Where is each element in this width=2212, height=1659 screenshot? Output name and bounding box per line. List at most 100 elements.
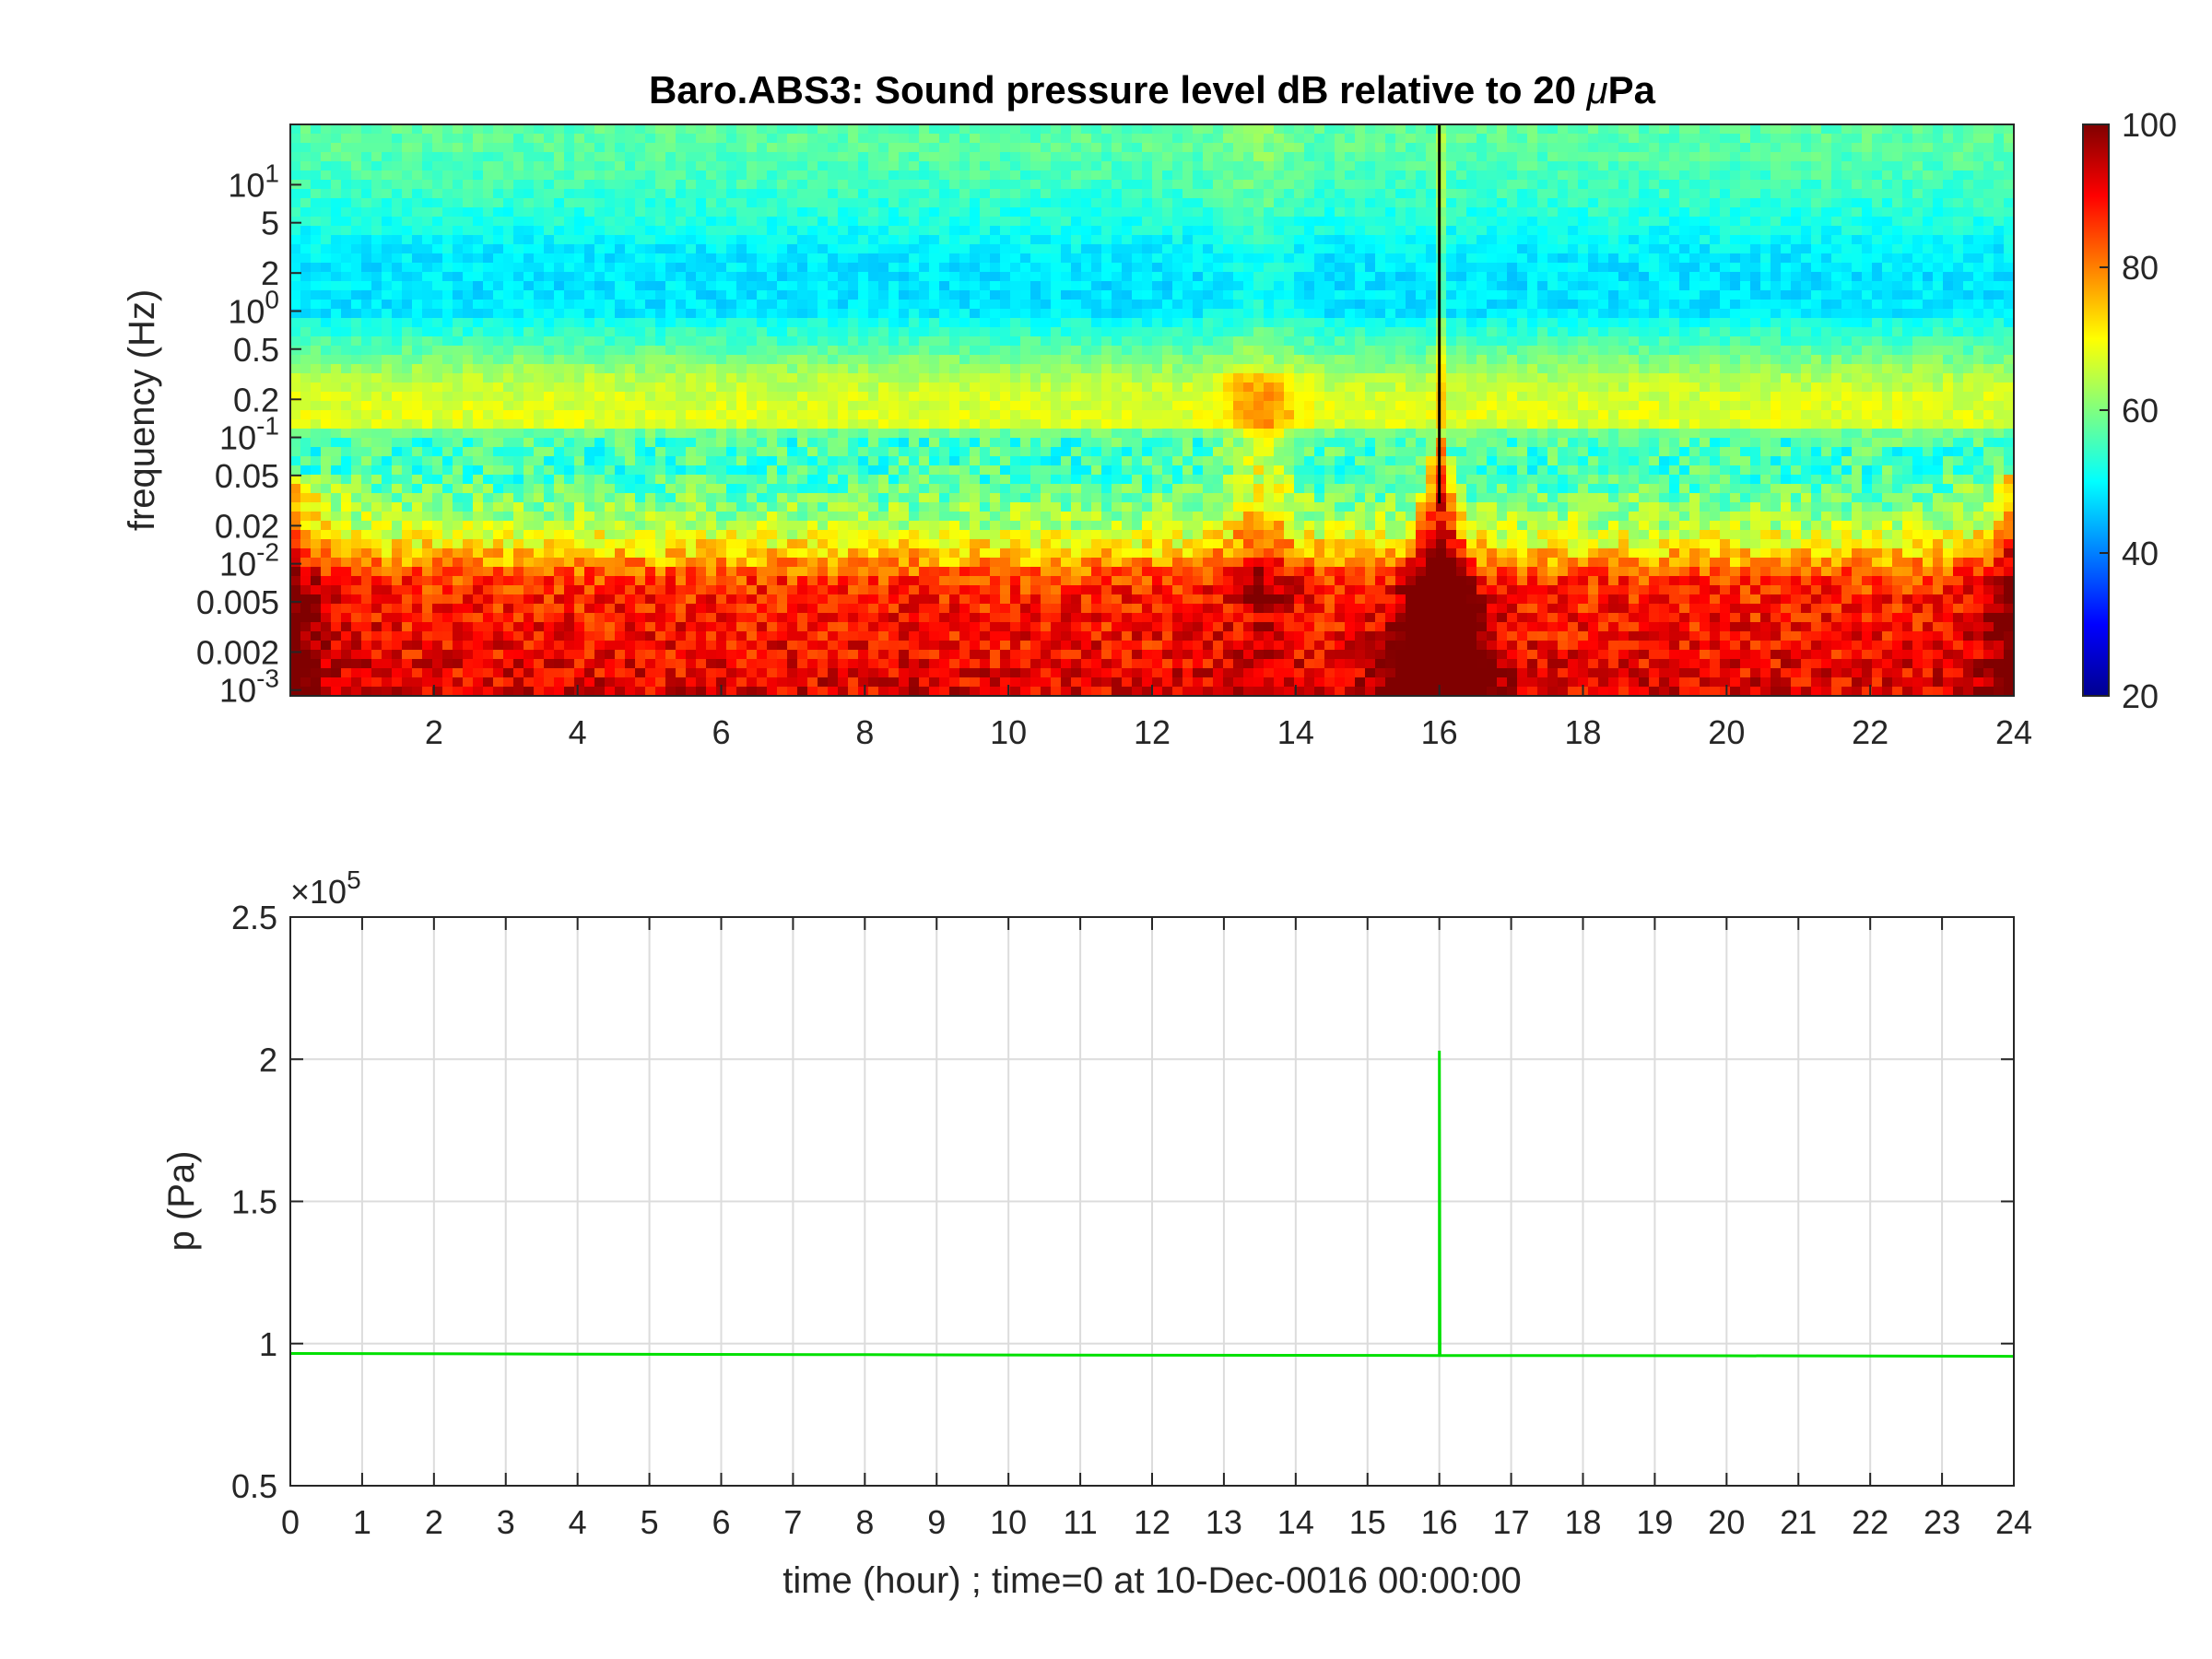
heatmap-cell [442, 567, 453, 577]
heatmap-cell [868, 226, 879, 236]
heatmap-cell [747, 613, 758, 623]
heatmap-cell [696, 484, 707, 494]
heatmap-cell [341, 548, 352, 559]
heatmap-cell [605, 558, 616, 568]
heatmap-cell [351, 530, 362, 540]
heatmap-cell [1041, 355, 1052, 365]
heatmap-cell [300, 327, 312, 337]
heatmap-cell [625, 300, 636, 310]
heatmap-cell [878, 530, 889, 540]
heatmap-cell [787, 475, 798, 485]
heatmap-cell [899, 594, 910, 605]
heatmap-cell [412, 253, 423, 264]
heatmap-cell [1081, 373, 1092, 383]
heatmap-cell [321, 281, 332, 291]
heatmap-cell [584, 180, 595, 190]
heatmap-cell [473, 567, 484, 577]
heatmap-cell [1000, 456, 1011, 466]
heatmap-cell [351, 465, 362, 476]
heatmap-cell [1000, 382, 1011, 393]
heatmap-cell [341, 604, 352, 614]
heatmap-cell [676, 465, 687, 476]
heatmap-cell [970, 475, 981, 485]
heatmap-cell [382, 465, 393, 476]
heatmap-cell [574, 631, 585, 641]
heatmap-cell [949, 521, 960, 531]
heatmap-cell [665, 521, 677, 531]
heatmap-cell [564, 484, 575, 494]
heatmap-cell [361, 484, 372, 494]
heatmap-cell [980, 134, 991, 144]
heatmap-cell [959, 502, 971, 512]
heatmap-cell [767, 244, 778, 254]
heatmap-cell [605, 300, 616, 310]
heatmap-cell [524, 484, 535, 494]
heatmap-cell [1061, 189, 1072, 199]
heatmap-cell [371, 456, 382, 466]
heatmap-cell [726, 189, 737, 199]
heatmap-cell [828, 198, 839, 208]
heatmap-cell [736, 309, 747, 319]
heatmap-cell [361, 641, 372, 651]
heatmap-cell [331, 235, 342, 245]
heatmap-cell [1000, 410, 1011, 420]
heatmap-cell [1000, 263, 1011, 273]
heatmap-cell [463, 558, 474, 568]
heatmap-cell [706, 281, 717, 291]
heatmap-cell [980, 382, 991, 393]
heatmap-cell [716, 613, 727, 623]
heatmap-cell [1041, 318, 1052, 328]
heatmap-cell [290, 548, 301, 559]
heatmap-cell [1101, 226, 1112, 236]
heatmap-cell [909, 346, 920, 356]
heatmap-cell [392, 548, 403, 559]
heatmap-cell [838, 576, 849, 586]
heatmap-cell [1030, 143, 1041, 153]
heatmap-cell [665, 410, 677, 420]
heatmap-cell [1020, 272, 1031, 282]
heatmap-cell [493, 336, 504, 347]
heatmap-cell [949, 263, 960, 273]
heatmap-cell [361, 180, 372, 190]
heatmap-cell [503, 438, 514, 448]
heatmap-cell [442, 502, 453, 512]
heatmap-cell [777, 401, 788, 411]
heatmap-cell [706, 143, 717, 153]
heatmap-cell [1081, 659, 1092, 669]
heatmap-cell [392, 484, 403, 494]
heatmap-cell [787, 677, 798, 688]
heatmap-cell [564, 659, 575, 669]
heatmap-cell [949, 355, 960, 365]
heatmap-cell [828, 419, 839, 429]
heatmap-cell [493, 539, 504, 549]
heatmap-cell [412, 143, 423, 153]
heatmap-cell [970, 530, 981, 540]
heatmap-cell [524, 244, 535, 254]
heatmap-cell [300, 677, 312, 688]
heatmap-cell [1041, 327, 1052, 337]
heatmap-cell [899, 613, 910, 623]
heatmap-cell [686, 272, 697, 282]
heatmap-cell [473, 539, 484, 549]
heatmap-cell [838, 382, 849, 393]
heatmap-cell [797, 585, 808, 595]
heatmap-cell [807, 198, 818, 208]
heatmap-cell [838, 567, 849, 577]
heatmap-cell [351, 373, 362, 383]
heatmap-cell [970, 677, 981, 688]
heatmap-cell [361, 235, 372, 245]
heatmap-cell [848, 410, 859, 420]
heatmap-cell [392, 668, 403, 678]
heatmap-cell [676, 336, 687, 347]
heatmap-cell [453, 429, 464, 439]
heatmap-cell [655, 318, 666, 328]
heatmap-cell [422, 364, 433, 374]
heatmap-cell [615, 180, 626, 190]
heatmap-cell [371, 226, 382, 236]
heatmap-cell [351, 253, 362, 264]
heatmap-cell [605, 668, 616, 678]
heatmap-cell [909, 576, 920, 586]
heatmap-cell [524, 650, 535, 660]
heatmap-cell [868, 336, 879, 347]
heatmap-cell [1071, 677, 1082, 688]
